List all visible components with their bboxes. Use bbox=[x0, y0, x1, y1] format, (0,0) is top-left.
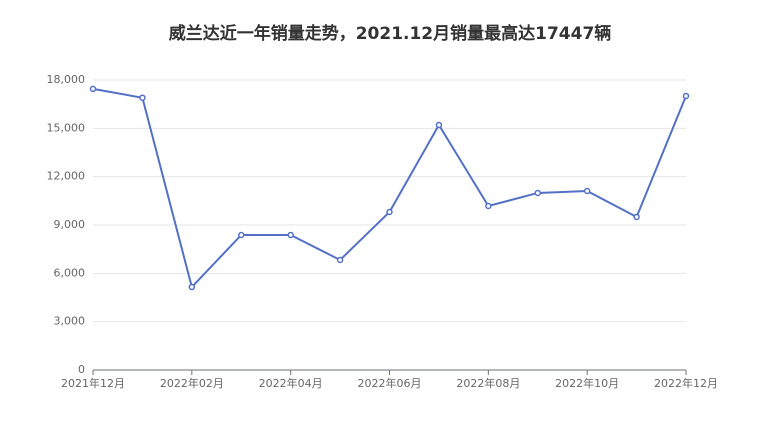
point bbox=[188, 283, 196, 291]
y-tick-label: 18,000 bbox=[47, 73, 86, 86]
y-tick-label: 15,000 bbox=[47, 121, 86, 134]
chart-title: 威兰达近一年销量走势，2021.12月销量最高达17447辆 bbox=[169, 23, 612, 44]
point bbox=[485, 202, 492, 210]
x-tick-label: 2022年04月 bbox=[259, 376, 323, 390]
x-tick-label: 2021年12月 bbox=[61, 376, 125, 390]
x-tick-label: 2022年12月 bbox=[654, 376, 718, 390]
point bbox=[682, 92, 690, 100]
point bbox=[89, 85, 97, 93]
x-tick-label: 2022年06月 bbox=[358, 376, 422, 390]
y-tick-label: 3,000 bbox=[54, 315, 86, 328]
x-tick-label: 2022年08月 bbox=[456, 376, 520, 390]
y-tick-label: 0 bbox=[78, 363, 85, 376]
point bbox=[386, 208, 393, 216]
y-tick-label: 6,000 bbox=[54, 266, 86, 279]
point bbox=[534, 189, 541, 197]
point bbox=[139, 94, 146, 101]
y-tick-label: 12,000 bbox=[47, 170, 86, 183]
point bbox=[336, 256, 344, 264]
y-tick-label: 9,000 bbox=[54, 218, 86, 231]
point bbox=[238, 231, 245, 239]
point bbox=[583, 187, 591, 195]
x-tick-label: 2022年02月 bbox=[160, 376, 224, 390]
point bbox=[287, 231, 294, 239]
point bbox=[435, 121, 443, 129]
point bbox=[633, 213, 640, 221]
x-tick-label: 2022年10月 bbox=[555, 376, 619, 390]
line bbox=[92, 87, 687, 290]
